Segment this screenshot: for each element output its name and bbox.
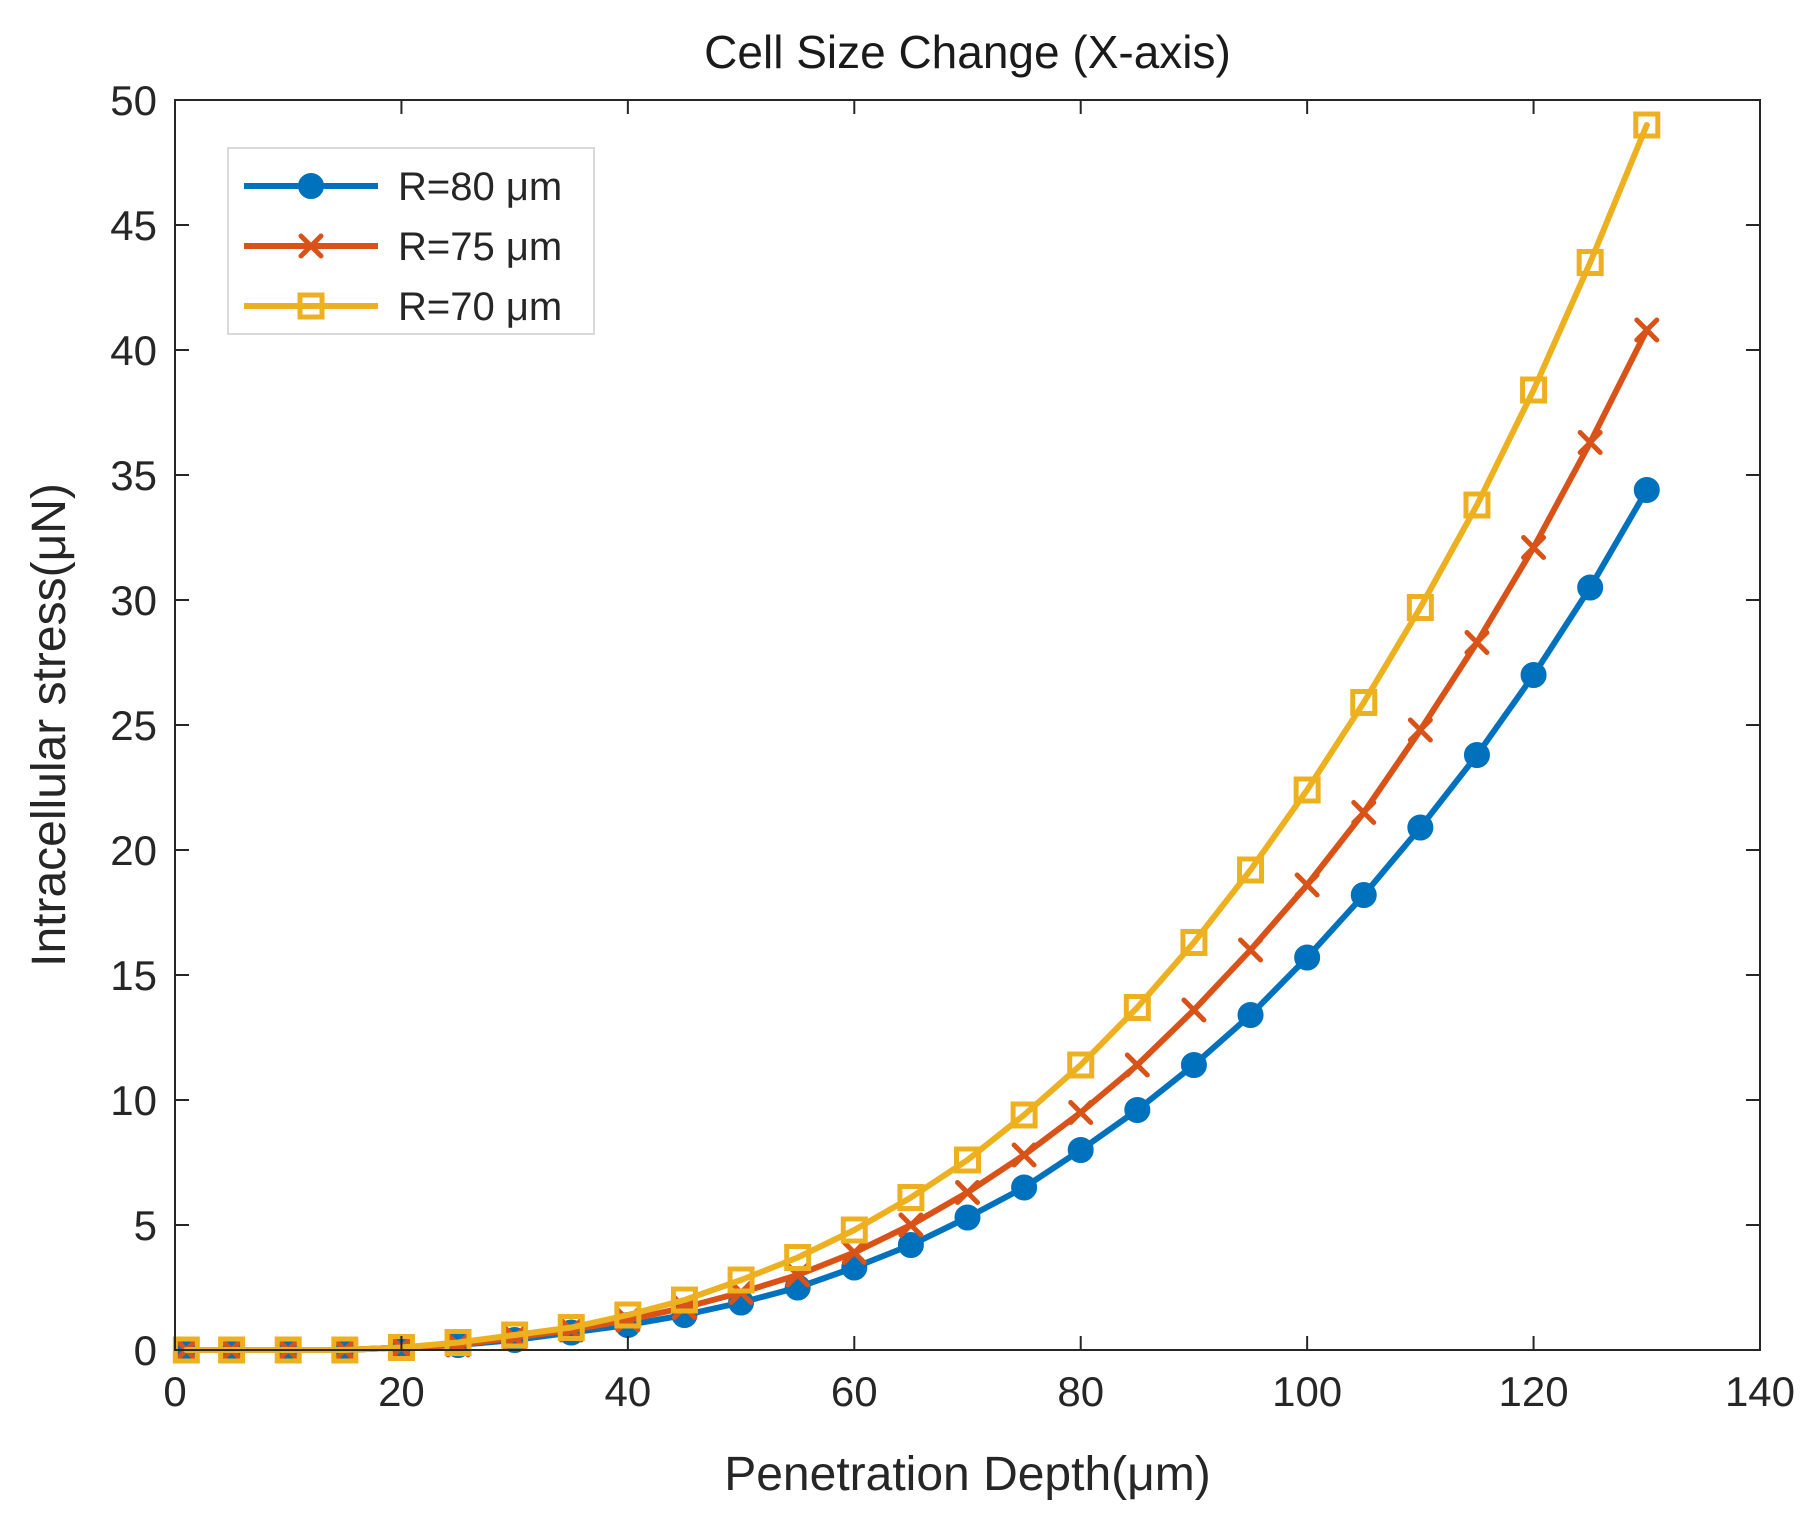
data-point-x [1011, 1142, 1037, 1168]
data-point-square [1067, 1051, 1095, 1079]
legend: R=80 μm R=75 μm R=70 μm [227, 147, 595, 335]
data-point-square [840, 1216, 868, 1244]
y-tick-label: 25 [110, 702, 157, 749]
data-point-circle [1294, 944, 1321, 971]
legend-marker-square [297, 292, 325, 320]
data-point-x [1577, 430, 1603, 455]
data-point-circle [1011, 1174, 1038, 1201]
data-point-square [1350, 689, 1378, 716]
legend-items: R=80 μm R=75 μm R=70 μm [244, 165, 562, 329]
data-point-square [954, 1146, 981, 1174]
data-point-square [444, 1329, 472, 1356]
data-point-square [727, 1266, 755, 1294]
data-point-circle [1577, 574, 1604, 601]
data-point-square [501, 1321, 529, 1349]
y-tick-label: 40 [110, 327, 157, 374]
data-point-x [1634, 317, 1660, 343]
legend-item-2: R=75 μm [244, 225, 562, 269]
y-tick-label: 35 [110, 452, 157, 499]
x-axis-ticks: 0 20 40 60 80 100 120 140 [163, 100, 1795, 1415]
legend-item-3: R=70 μm [244, 285, 562, 329]
legend-marker-circle [298, 173, 324, 199]
y-tick-label: 20 [110, 827, 157, 874]
x-tick-label: 0 [163, 1368, 186, 1415]
data-point-square [557, 1314, 585, 1341]
data-point-circle [1237, 1002, 1264, 1028]
data-point-square [1633, 111, 1661, 139]
x-tick-label: 140 [1725, 1368, 1795, 1415]
data-point-x [1238, 937, 1264, 963]
data-point-square [897, 1184, 925, 1211]
x-tick-label: 20 [378, 1368, 425, 1415]
y-tick-label: 50 [110, 77, 157, 124]
data-point-x [1294, 872, 1320, 898]
data-point-x [1351, 800, 1377, 825]
chart-title: Cell Size Change (X-axis) [704, 26, 1231, 78]
data-point-square [784, 1244, 812, 1271]
y-tick-label: 30 [110, 577, 157, 624]
data-point-square [1237, 856, 1265, 884]
data-point-circle [1407, 814, 1434, 841]
data-point-square [1010, 1101, 1038, 1129]
data-point-square [670, 1286, 698, 1314]
data-point-x [1068, 1100, 1094, 1125]
series-line-3 [183, 122, 1650, 1353]
y-tick-label: 0 [134, 1327, 157, 1374]
legend-label: R=75 μm [398, 225, 562, 269]
data-point-x [955, 1180, 980, 1205]
data-point-square [1520, 376, 1548, 404]
x-tick-label: 60 [831, 1368, 878, 1415]
data-point-square [1123, 994, 1151, 1021]
x-tick-label: 120 [1499, 1368, 1569, 1415]
data-point-circle [1124, 1097, 1151, 1123]
data-point-circle [1633, 477, 1660, 503]
data-point-x [1124, 1052, 1150, 1078]
y-tick-label: 5 [134, 1202, 157, 1249]
data-point-square [1406, 594, 1434, 621]
legend-marker-x [298, 233, 324, 259]
y-tick-label: 45 [110, 202, 157, 249]
data-point-x [898, 1212, 924, 1238]
x-tick-label: 100 [1272, 1368, 1342, 1415]
data-point-x [1407, 717, 1433, 743]
data-point-square [1293, 776, 1321, 804]
legend-label: R=70 μm [398, 285, 562, 329]
data-point-circle [897, 1232, 924, 1258]
data-point-circle [1463, 742, 1490, 768]
x-axis-title: Penetration Depth(μm) [724, 1448, 1211, 1501]
legend-item-1: R=80 μm [244, 165, 562, 209]
data-point-square [1576, 249, 1604, 276]
data-point-circle [1067, 1137, 1094, 1163]
data-point-x [1464, 630, 1490, 655]
y-axis-ticks: 0 5 10 15 20 25 30 35 40 45 50 [110, 77, 1760, 1374]
y-axis-title: Intracellular stress(μN) [23, 483, 76, 967]
data-point-x [841, 1240, 867, 1265]
x-tick-label: 40 [604, 1368, 651, 1415]
y-tick-label: 15 [110, 952, 157, 999]
data-point-circle [1350, 882, 1377, 908]
data-point-square [614, 1301, 642, 1329]
legend-label: R=80 μm [398, 165, 562, 209]
y-tick-label: 10 [110, 1077, 157, 1124]
data-point-circle [954, 1204, 981, 1231]
data-point-circle [1520, 662, 1547, 688]
data-point-x [1521, 535, 1547, 560]
data-point-circle [1180, 1052, 1207, 1078]
data-point-square [1463, 491, 1491, 519]
data-point-x [1181, 997, 1207, 1023]
x-tick-label: 80 [1057, 1368, 1104, 1415]
data-point-square [1180, 929, 1208, 956]
